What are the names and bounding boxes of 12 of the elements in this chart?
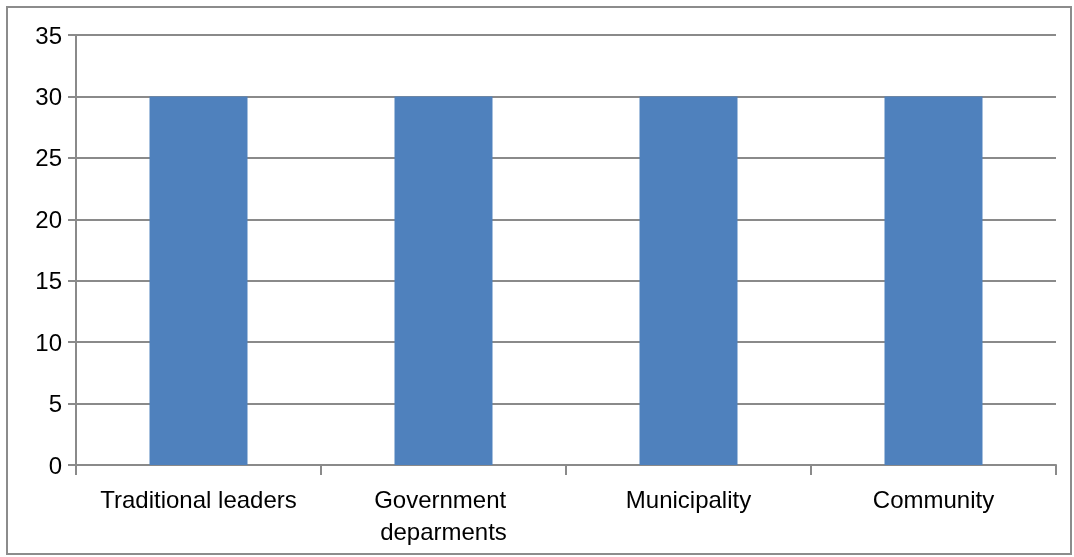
y-tick-label: 30 [35,82,62,110]
y-tick-label: 10 [35,328,62,356]
y-tick-label: 15 [35,267,62,295]
x-tick-label: Government deparments [374,485,513,545]
x-tick-label: Traditional leaders [100,485,297,513]
y-tick-label: 5 [48,390,62,418]
x-tick-label: Municipality [625,485,752,513]
y-tick-label: 20 [35,205,62,233]
x-tick-label: Community [872,485,995,513]
y-tick-label: 35 [35,21,62,49]
y-tick-label: 25 [35,144,62,172]
y-tick-label: 0 [48,451,62,479]
